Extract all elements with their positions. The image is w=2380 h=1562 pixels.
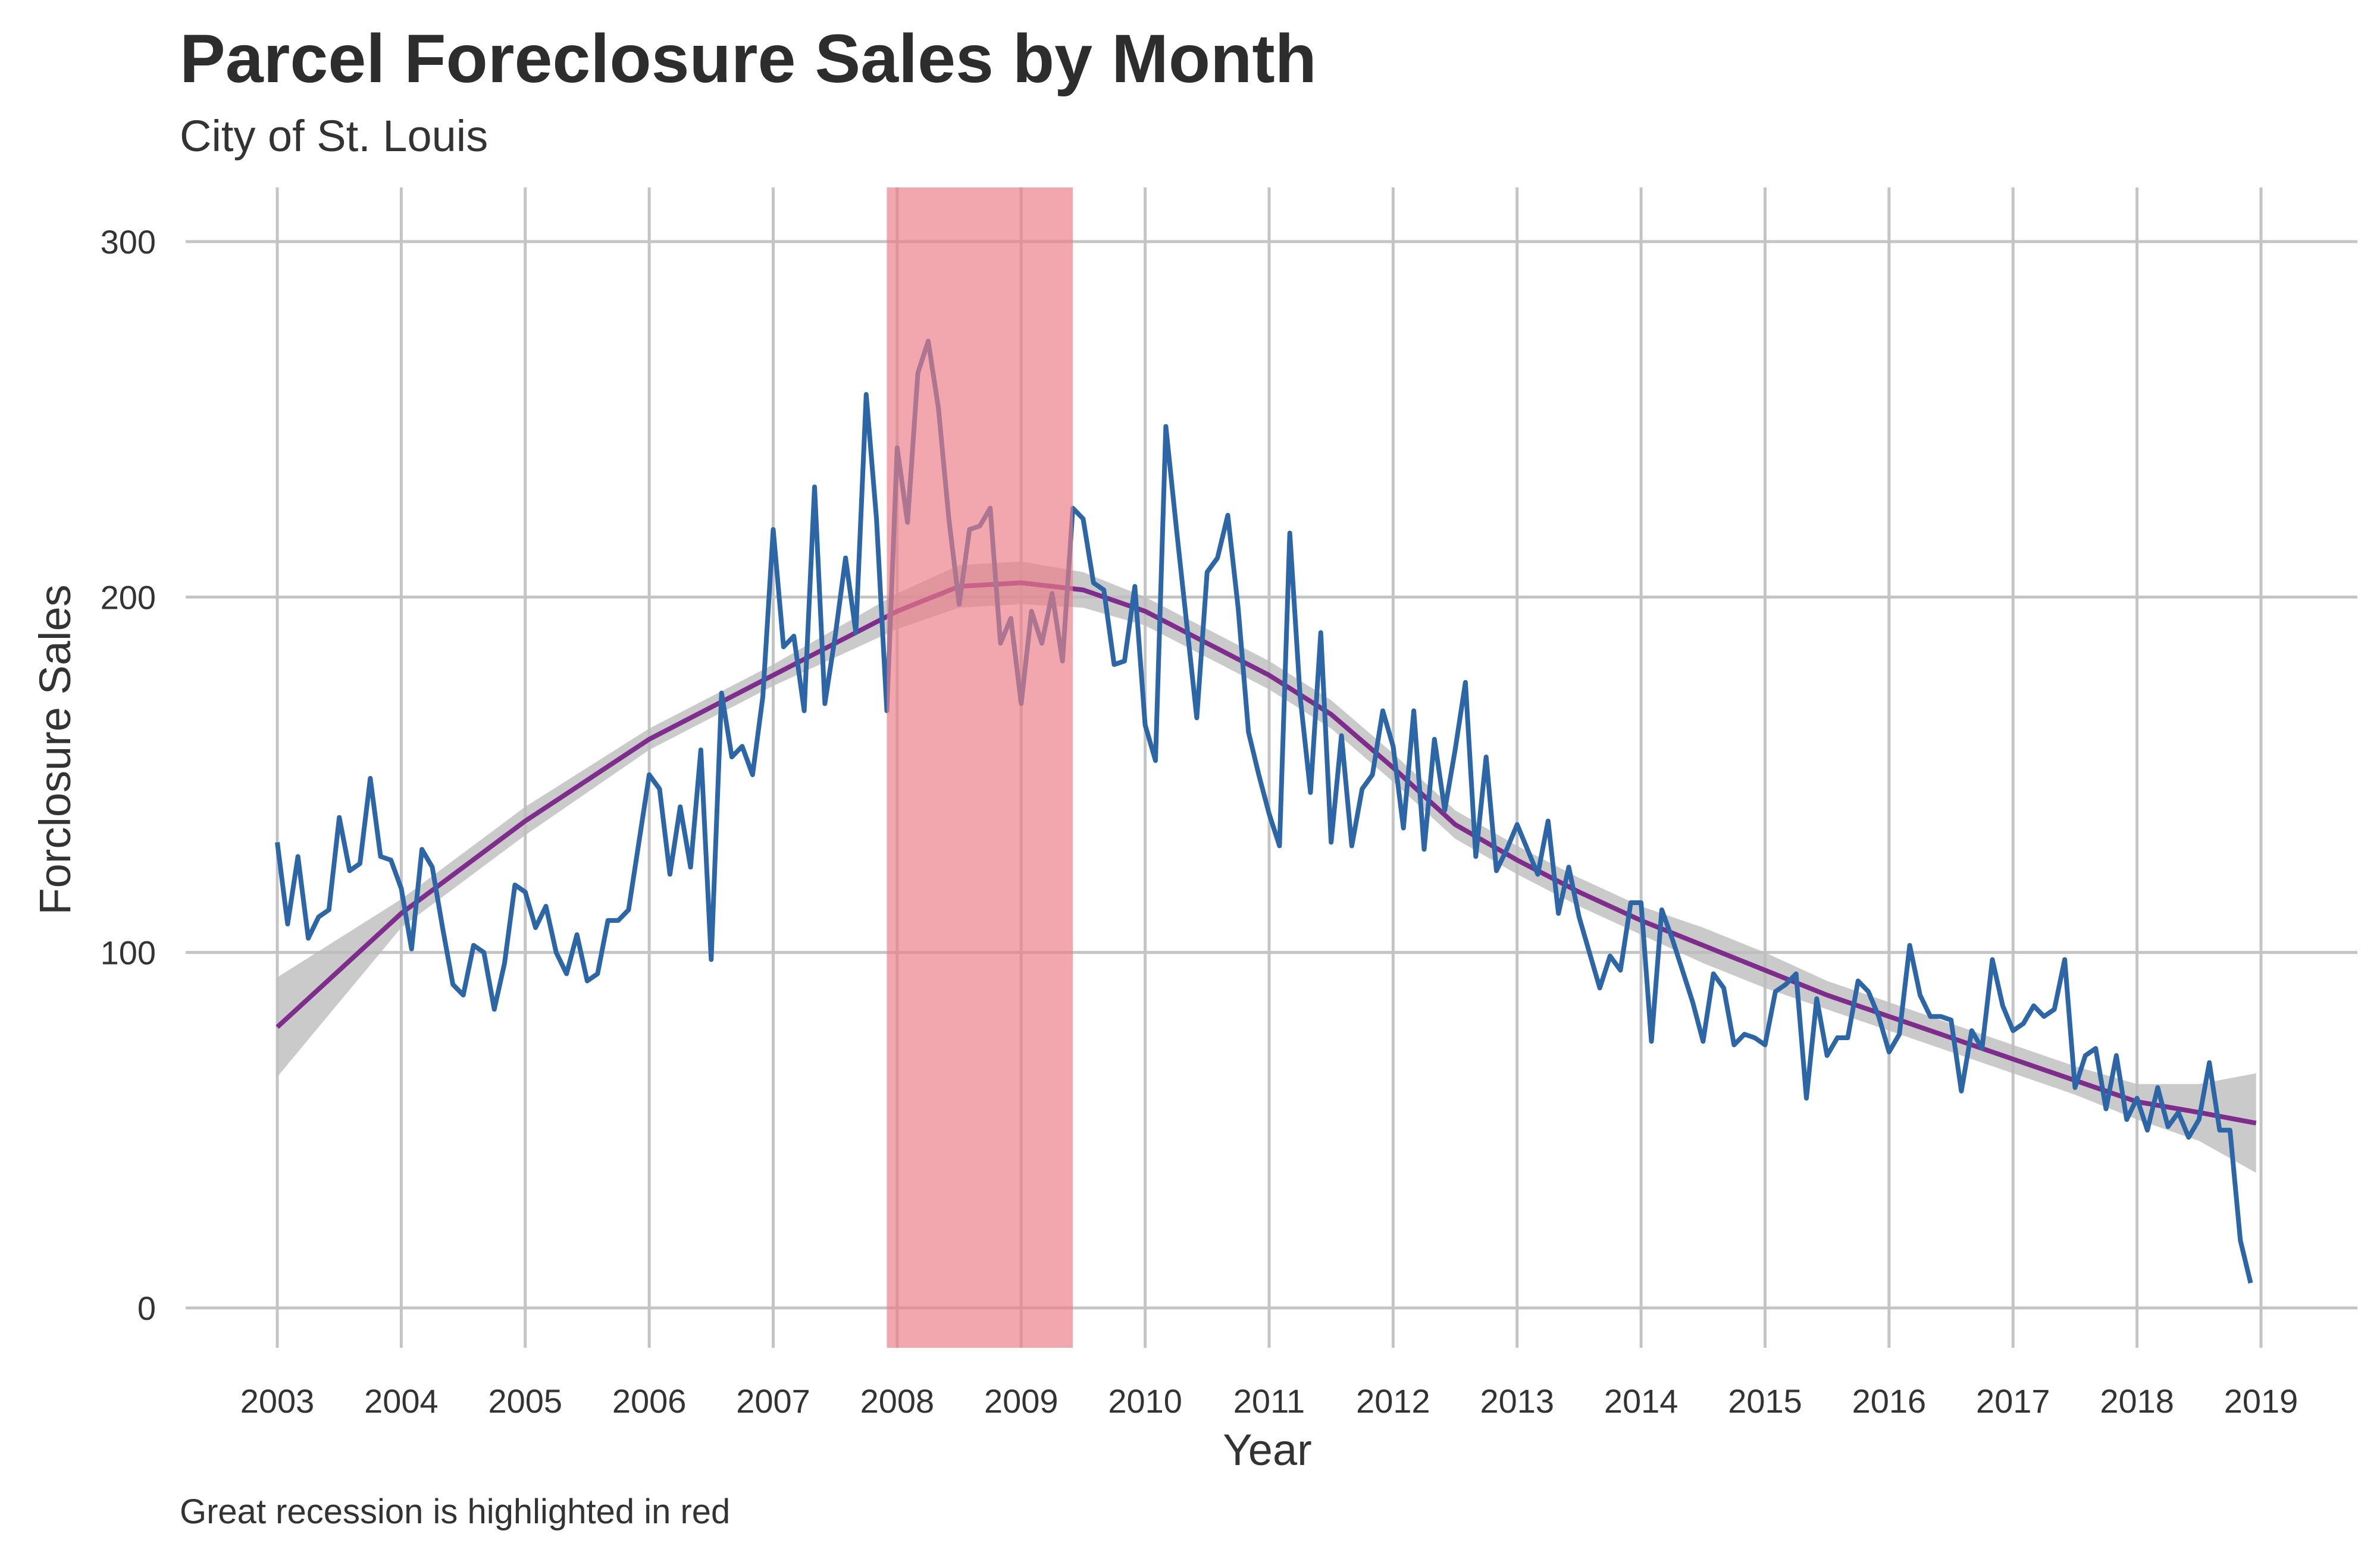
x-tick-label: 2013 <box>1480 1382 1554 1420</box>
y-tick-label: 300 <box>101 223 156 261</box>
series-layer <box>275 339 2253 1284</box>
chart-subtitle: City of St. Louis <box>180 111 488 161</box>
grid-lines <box>186 187 2357 1348</box>
trend-line-layer <box>275 580 2257 1126</box>
chart-caption: Great recession is highlighted in red <box>180 1492 731 1531</box>
y-tick-label: 200 <box>101 578 156 616</box>
tick-labels: 2003 2004 2005 2006 2007 2008 2009 2010 2011 2012… <box>101 223 2298 1420</box>
x-tick-label: 2007 <box>736 1382 810 1420</box>
x-tick-label: 2008 <box>860 1382 935 1420</box>
x-tick-label: 2011 <box>1233 1382 1305 1420</box>
recession-highlight <box>887 187 1073 1348</box>
x-tick-label: 2015 <box>1728 1382 1802 1420</box>
x-tick-label: 2012 <box>1356 1382 1430 1420</box>
chart-title: Parcel Foreclosure Sales by Month <box>180 21 1317 97</box>
x-tick-label: 2010 <box>1108 1382 1182 1420</box>
monthly-sales-line <box>275 339 2253 1284</box>
x-tick-label: 2016 <box>1852 1382 1927 1420</box>
recession-layer <box>887 187 1073 1348</box>
x-tick-label: 2018 <box>2100 1382 2174 1420</box>
trend-confidence-band <box>277 561 2256 1173</box>
x-tick-label: 2014 <box>1604 1382 1678 1420</box>
x-tick-label: 2005 <box>488 1382 562 1420</box>
trend-line <box>275 580 2257 1126</box>
y-axis-title: Forclosure Sales <box>30 584 80 915</box>
x-tick-label: 2017 <box>1976 1382 2050 1420</box>
x-tick-label: 2004 <box>364 1382 439 1420</box>
y-tick-label: 100 <box>101 934 156 972</box>
x-axis-title: Year <box>1223 1425 1312 1475</box>
x-tick-label: 2009 <box>984 1382 1059 1420</box>
x-tick-label: 2006 <box>612 1382 687 1420</box>
y-tick-label: 0 <box>137 1289 156 1327</box>
x-tick-label: 2003 <box>240 1382 315 1420</box>
x-tick-label: 2019 <box>2224 1382 2298 1420</box>
trend-band-layer <box>277 561 2256 1173</box>
